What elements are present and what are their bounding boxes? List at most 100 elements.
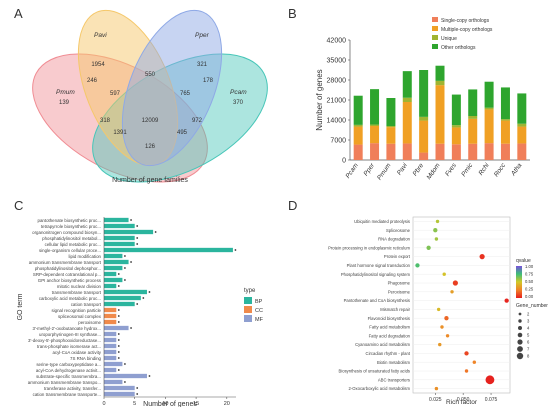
y-tick-label: Cyanoamino acid metabolism: [355, 342, 410, 347]
bar: [104, 289, 147, 295]
qvalue-tick-label: 0.50: [525, 279, 534, 284]
go-bar-chart: pantothenate biosynthetic proc...tetrapy…: [17, 217, 264, 408]
kegg-bubble-chart: Ubiquitin mediated proteolysis Spliceosom…: [328, 216, 548, 406]
gene-number-legend-dot: [518, 326, 522, 330]
x-tick-label: Rocc: [493, 162, 508, 179]
bar: [104, 385, 135, 391]
venn-region-value: 12009: [142, 118, 159, 124]
bar: [104, 229, 154, 235]
bar-segment: [370, 143, 380, 160]
y-tick-label: trans-phosphate isomerase act...: [37, 344, 101, 349]
significance-marker: [117, 315, 120, 317]
y-tick-label: Protein processing in endoplasmic reticu…: [328, 245, 410, 250]
bar-segment: [468, 89, 478, 116]
bar-segment: [353, 124, 363, 127]
y-tick-label: Flavonoid biosynthesis: [368, 316, 410, 321]
panel-letter-a: A: [14, 6, 23, 21]
significance-marker: [117, 351, 120, 353]
legend-label: BP: [255, 299, 263, 305]
y-tick-label: Circadian rhythm - plant: [366, 351, 411, 356]
bar: [104, 253, 123, 259]
venn-region-value: 972: [192, 118, 203, 124]
significance-marker: [234, 249, 237, 251]
y-tick-label: 0: [342, 158, 346, 165]
venn-region-value: 178: [203, 78, 214, 84]
y-tick-label: 2-Oxocarboxylic acid metabolism: [349, 386, 411, 391]
y-tick-label: tetrapyrrole biosynthetic proc...: [41, 224, 101, 229]
bar: [104, 313, 117, 319]
bar-segment: [435, 80, 445, 86]
venn-region-value: 550: [145, 72, 156, 78]
bar: [104, 295, 141, 301]
x-tick-label: 5: [133, 401, 136, 407]
y-tick-label: 28000: [327, 78, 347, 85]
significance-marker: [117, 333, 120, 335]
bar-segment: [370, 124, 380, 126]
significance-marker: [148, 375, 151, 377]
bar: [104, 247, 233, 253]
bar: [104, 259, 129, 265]
legend-swatch: [432, 26, 438, 31]
bubble: [442, 272, 446, 276]
bar-segment: [402, 143, 412, 160]
bar-segment: [484, 107, 494, 110]
venn-region-value: 246: [87, 78, 98, 84]
gene-number-label: 4: [527, 326, 530, 331]
x-tick-label: 0.075: [485, 397, 498, 403]
y-tick-label: SRP-dependent cotranslational p...: [33, 272, 101, 277]
gene-number-title: Gene_number: [516, 303, 548, 309]
bar-segment: [402, 97, 412, 102]
significance-marker: [136, 393, 139, 395]
bar-segment: [451, 125, 461, 128]
venn-region-value: 318: [100, 118, 111, 124]
bar: [104, 343, 117, 349]
bubble: [479, 254, 485, 260]
venn-region-value: 321: [197, 62, 208, 68]
legend-label: Unique: [441, 36, 457, 42]
gene-number-label: 2: [527, 312, 530, 317]
y-tick-label: phosphatidylinositol metabol...: [42, 236, 101, 241]
significance-marker: [130, 261, 132, 263]
y-tick-label: cellular lipid metabolic proc...: [45, 242, 101, 247]
bar-segment: [468, 116, 478, 119]
x-tick-label: Pper: [363, 161, 377, 177]
panel-letter-c: C: [14, 198, 23, 213]
gene-number-label: 8: [527, 354, 530, 359]
bar-segment: [386, 126, 396, 128]
y-tick-label: uroporphyrinogen-III synthase...: [39, 332, 101, 337]
bubble: [464, 351, 469, 356]
x-tick-label: 0: [102, 401, 105, 407]
significance-marker: [117, 345, 120, 347]
bar-segment: [468, 118, 478, 144]
x-tick-label: 20: [224, 401, 230, 407]
venn-diagram: Pavi Pper Pmum Pcam 1954 321 550 246 178…: [32, 9, 268, 184]
y-tick-label: ammonium transmembrane transport: [29, 260, 102, 265]
y-tick-label: carboxylic acid metabolic proc...: [39, 296, 101, 301]
significance-marker: [130, 327, 132, 329]
y-tick-label: Peroxisome: [388, 289, 411, 294]
y-tick-label: 42000: [327, 38, 347, 45]
bar: [104, 307, 117, 313]
gene-number-legend-dot: [518, 312, 522, 316]
bar-segment: [484, 81, 494, 108]
y-tick-label: spliceosomal complex: [58, 314, 102, 319]
bubble: [464, 369, 469, 373]
bar-segment: [435, 143, 445, 160]
bar: [104, 379, 123, 385]
legend-label: Other orthologs: [441, 45, 476, 51]
y-tick-label: lipid modification: [69, 254, 102, 259]
x-tick-label: 0.050: [457, 397, 470, 403]
bubble: [436, 307, 441, 312]
bar: [104, 391, 135, 397]
significance-marker: [124, 267, 126, 269]
bubble: [426, 245, 431, 250]
bar-segment: [386, 98, 396, 126]
gene-number-legend-dot: [516, 352, 524, 360]
y-tick-label: peroxisome: [78, 320, 101, 325]
significance-marker: [117, 369, 120, 371]
y-tick-label: serine-type carboxypeptidase a...: [36, 362, 101, 367]
venn-label-pper: Pper: [195, 32, 210, 39]
bubble: [433, 228, 438, 233]
bubble: [440, 325, 444, 329]
venn-region-value: 597: [110, 91, 121, 97]
